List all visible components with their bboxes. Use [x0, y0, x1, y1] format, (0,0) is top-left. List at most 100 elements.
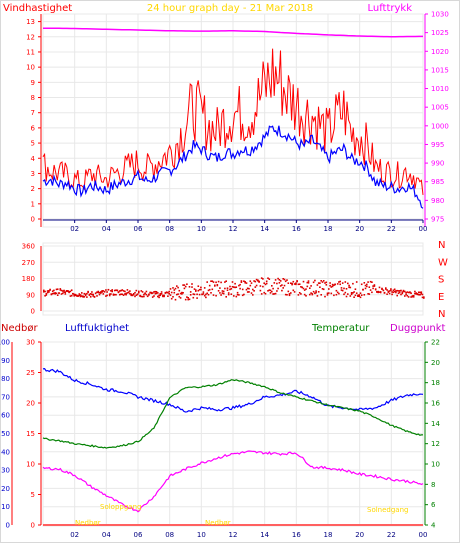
direction-point	[226, 287, 229, 289]
direction-point	[93, 295, 96, 298]
direction-point	[183, 284, 186, 286]
direction-point	[158, 296, 160, 299]
direction-point	[279, 280, 282, 282]
direction-point	[103, 291, 106, 293]
direction-point	[263, 291, 265, 294]
time-tick-label: 22	[387, 225, 396, 233]
direction-point	[173, 289, 176, 291]
direction-point	[154, 292, 157, 295]
direction-point	[177, 286, 179, 289]
wind-avg-series-line	[42, 125, 424, 209]
direction-point	[159, 294, 162, 297]
direction-point	[191, 286, 193, 288]
direction-point	[107, 288, 110, 291]
pressure-axis-label: Lufttrykk	[367, 3, 412, 14]
dewpoint-axis-label: Duggpunkt	[390, 323, 446, 334]
pressure-tick-label: 990	[431, 160, 444, 168]
direction-point	[243, 280, 245, 282]
direction-point	[224, 287, 226, 290]
direction-point	[148, 294, 150, 296]
direction-point	[153, 291, 155, 293]
direction-point	[322, 280, 325, 282]
direction-point	[316, 295, 319, 297]
time-tick-label-bottom: 06	[134, 531, 143, 539]
direction-point	[324, 282, 326, 284]
direction-point	[187, 298, 189, 301]
time-tick-label: 16	[292, 225, 301, 233]
direction-point	[69, 290, 72, 293]
direction-point	[320, 294, 322, 296]
wind-tick-label: 6	[31, 124, 36, 132]
direction-point	[126, 292, 129, 294]
direction-point	[324, 295, 326, 298]
direction-point	[129, 292, 131, 295]
direction-point	[295, 283, 297, 286]
direction-points	[43, 277, 425, 301]
direction-point	[167, 295, 169, 297]
direction-point	[305, 288, 307, 290]
direction-point	[231, 281, 234, 283]
direction-point	[255, 284, 258, 287]
direction-point	[73, 293, 75, 296]
direction-point	[239, 283, 241, 286]
direction-tick-label: 360	[22, 243, 35, 251]
direction-point	[108, 294, 111, 297]
direction-point	[260, 293, 263, 295]
direction-point	[55, 288, 58, 291]
direction-point	[259, 285, 262, 287]
direction-point	[330, 286, 333, 288]
direction-point	[132, 293, 135, 296]
direction-point	[181, 293, 183, 295]
direction-point	[302, 287, 305, 290]
humidity-series-line	[42, 368, 424, 413]
time-tick-label: 00	[419, 225, 428, 233]
direction-point	[151, 296, 154, 298]
direction-point	[264, 283, 267, 286]
time-tick-label: 08	[165, 225, 174, 233]
direction-point	[383, 291, 386, 294]
direction-point	[396, 294, 398, 297]
direction-point	[70, 289, 73, 291]
pressure-tick-label: 980	[431, 197, 444, 205]
direction-point	[117, 291, 120, 293]
direction-point	[300, 286, 302, 288]
compass-label: S	[438, 275, 444, 286]
direction-point	[240, 281, 243, 283]
direction-point	[138, 290, 140, 293]
direction-point	[110, 290, 112, 292]
direction-point	[400, 293, 402, 296]
direction-point	[246, 291, 249, 293]
direction-point	[288, 293, 291, 295]
humidity-tick-label: 20	[26, 400, 35, 408]
direction-point	[224, 281, 226, 283]
direction-point	[88, 293, 91, 296]
direction-point	[363, 294, 366, 296]
wind-tick-label: 8	[31, 94, 35, 102]
direction-point	[84, 294, 87, 297]
direction-point	[239, 287, 241, 290]
direction-point	[195, 290, 197, 292]
direction-point	[86, 292, 88, 295]
direction-point	[303, 289, 306, 291]
direction-point	[165, 291, 168, 294]
direction-point	[124, 290, 126, 293]
direction-point	[286, 294, 288, 296]
wind-tick-label: 2	[31, 185, 35, 193]
direction-point	[145, 293, 148, 296]
wind-tick-label: 3	[31, 170, 35, 178]
direction-point	[253, 290, 255, 292]
pressure-tick-label: 995	[431, 141, 444, 149]
direction-point	[390, 288, 392, 290]
direction-point	[411, 295, 414, 297]
direction-point	[293, 283, 296, 285]
direction-point	[111, 289, 113, 291]
compass-label: W	[438, 257, 448, 268]
direction-point	[169, 294, 172, 296]
direction-point	[317, 291, 320, 293]
direction-point	[282, 278, 284, 280]
direction-point	[212, 281, 215, 283]
direction-point	[55, 292, 58, 295]
time-tick-label: 20	[355, 225, 364, 233]
direction-point	[397, 292, 400, 294]
direction-point	[229, 288, 231, 291]
